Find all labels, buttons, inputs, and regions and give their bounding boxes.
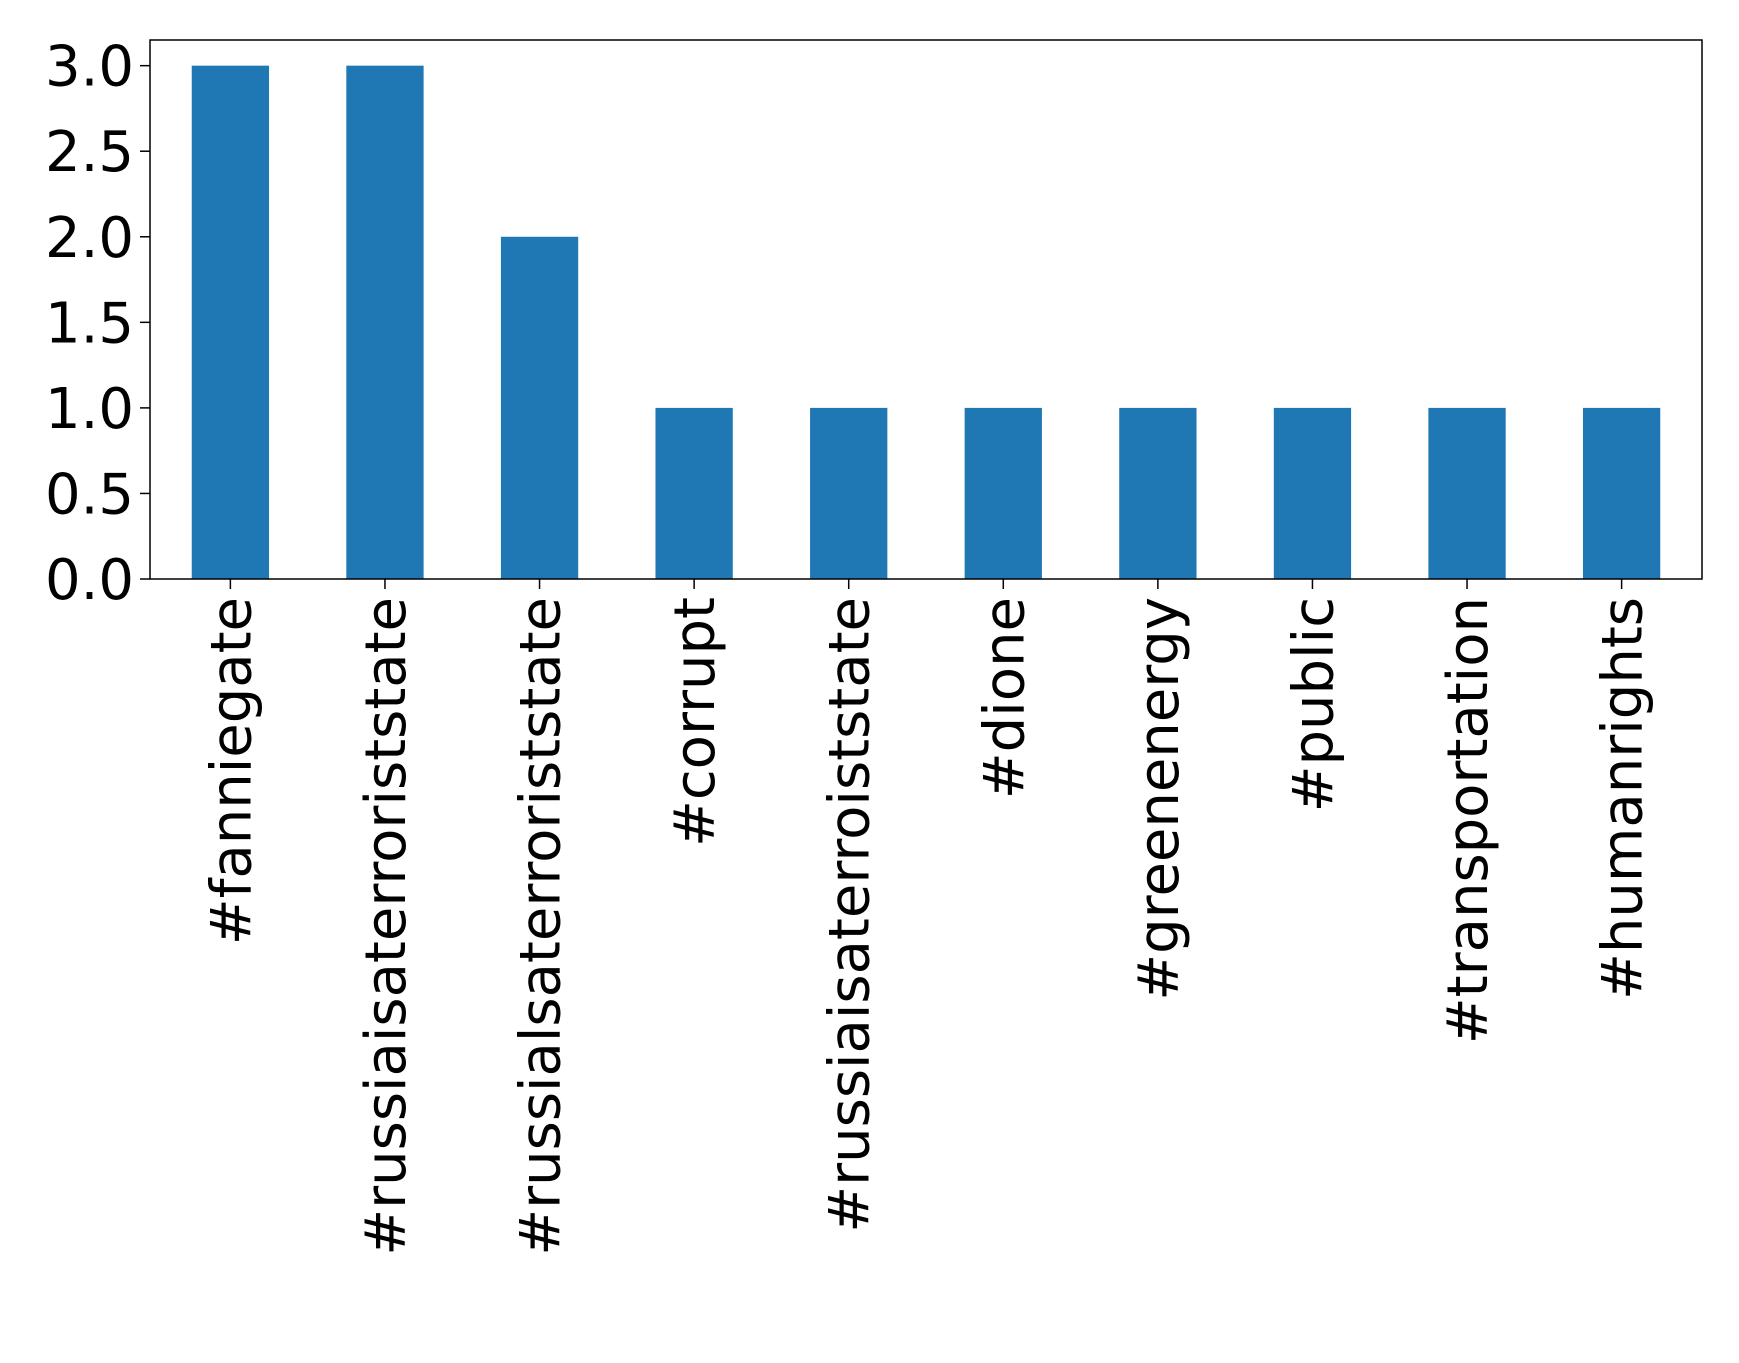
y-tick-label: 2.0 [45, 206, 134, 271]
x-tick-label: #public [1281, 597, 1346, 812]
y-tick-label: 0.5 [45, 462, 134, 527]
x-tick-label: #fanniegate [199, 597, 264, 945]
x-tick-label: #humanrights [1591, 597, 1656, 1000]
y-tick-label: 0.0 [45, 548, 134, 613]
bar-corrupt [655, 407, 733, 579]
bars-group [191, 65, 1661, 579]
y-tick-label: 1.0 [45, 377, 134, 442]
x-axis: #fanniegate #russiaisaterroriststate #russ… [199, 579, 1656, 1256]
bar-dione [964, 407, 1042, 579]
x-tick-label: #transportation [1436, 597, 1501, 1044]
x-tick-label: #dione [972, 597, 1037, 799]
bar-fanniegate [191, 65, 270, 579]
bar-public [1273, 407, 1352, 579]
x-tick-label: #greenenergy [1127, 597, 1192, 1001]
bar-humanrights [1582, 407, 1661, 579]
y-tick-label: 3.0 [45, 35, 134, 100]
x-tick-label: #corrupt [663, 597, 728, 847]
y-tick-label: 1.5 [45, 291, 134, 356]
bar-transportation [1428, 407, 1506, 579]
x-tick-label: #russiaisaterroriststate [354, 597, 419, 1256]
y-axis: 0.0 0.5 1.0 1.5 2.0 2.5 3.0 [45, 35, 150, 613]
bar-greenenergy [1119, 407, 1197, 579]
bar-russialsaterroriststate [500, 236, 579, 579]
x-tick-label: #russiaisaterroiststate [818, 597, 883, 1233]
y-tick-label: 2.5 [45, 120, 134, 185]
x-tick-label: #russialsaterroriststate [509, 597, 574, 1256]
bar-russiaisaterroriststate [346, 65, 424, 579]
plot-frame [149, 39, 1703, 580]
bar-russiaisaterroiststate [810, 407, 888, 579]
